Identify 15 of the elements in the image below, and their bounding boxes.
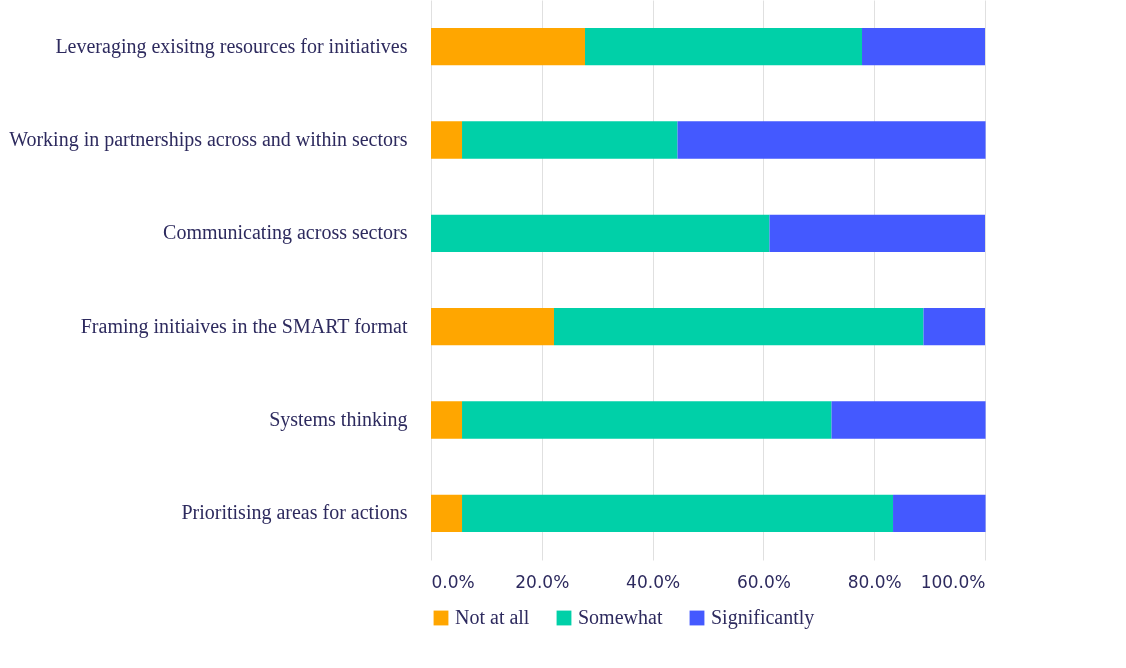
- x-tick-label: 40.0%: [626, 571, 681, 592]
- x-tick-label: 60.0%: [736, 571, 791, 592]
- y-tick-label: Framing initiaives in the SMART format: [80, 314, 408, 338]
- y-tick-label: Systems thinking: [269, 408, 408, 431]
- y-tick-label: Leveraging exisitng resources for initiatives: [55, 34, 408, 58]
- legend-label: Significantly: [711, 606, 815, 629]
- x-tick-label: 80.0%: [847, 571, 902, 592]
- x-tick-label: 100.0%: [920, 571, 986, 592]
- y-tick-label: Communicating across sectors: [163, 221, 408, 245]
- x-tick-label: 20.0%: [515, 571, 570, 592]
- y-tick-label: Working in partnerships across and within sectors: [9, 128, 408, 151]
- x-tick-label: 0.0%: [431, 571, 475, 592]
- legend-label: Not at all: [455, 606, 530, 628]
- legend-label: Somewhat: [578, 606, 663, 628]
- y-tick-label: Prioritising areas for actions: [181, 501, 408, 525]
